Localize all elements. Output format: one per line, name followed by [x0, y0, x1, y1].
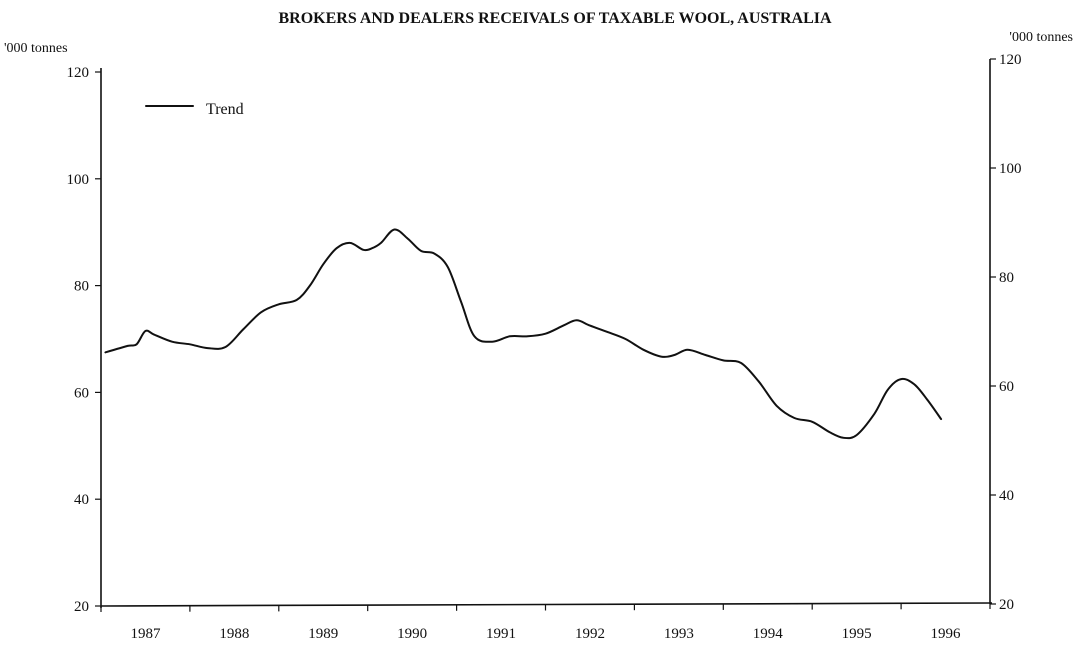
legend-label-trend: Trend	[206, 101, 244, 118]
x-axis-ticks: 1987 1988 1989 1990 1991 1992 1993 1994 1995 1996	[100, 603, 991, 642]
right-axis-tick-label: 100	[999, 161, 1022, 177]
x-axis-tick-label: 1995	[842, 626, 872, 642]
x-axis-tick-label: 1990	[397, 626, 427, 642]
x-axis-tick-label: 1989	[308, 626, 338, 642]
right-axis-tick-label: 80	[999, 270, 1014, 286]
left-axis-tick-label: 40	[74, 492, 89, 508]
right-axis-tick-label: 120	[999, 52, 1022, 68]
right-axis-tick-label: 20	[999, 597, 1014, 613]
x-axis-tick-label: 1988	[219, 626, 249, 642]
x-axis-tick-label: 1992	[575, 626, 605, 642]
y-axis-label-left: '000 tonnes	[4, 41, 68, 56]
x-axis-tick-label: 1991	[486, 626, 516, 642]
left-axis-tick-label: 120	[67, 65, 90, 81]
x-axis-tick-label: 1987	[130, 626, 161, 642]
x-axis-tick-label: 1996	[931, 626, 962, 642]
left-axis-tick-label: 20	[74, 599, 89, 615]
right-axis-tick-label: 60	[999, 379, 1014, 395]
left-axis-ticks: 20 40 60 80 100 120	[67, 65, 101, 615]
left-axis-tick-label: 80	[74, 279, 89, 295]
series-trend-line	[104, 228, 943, 440]
legend: Trend	[145, 101, 244, 118]
left-axis-tick-label: 60	[74, 385, 89, 401]
x-axis-tick-label: 1993	[664, 626, 694, 642]
chart-title: BROKERS AND DEALERS RECEIVALS OF TAXABLE…	[278, 10, 831, 27]
right-axis-ticks: 20 40 60 80 100 120	[990, 52, 1022, 613]
y-axis-label-right: '000 tonnes	[1009, 30, 1073, 45]
right-axis-tick-label: 40	[999, 488, 1014, 504]
x-axis-line	[100, 602, 993, 607]
x-axis-tick-label: 1994	[753, 626, 784, 642]
left-axis-tick-label: 100	[67, 172, 90, 188]
